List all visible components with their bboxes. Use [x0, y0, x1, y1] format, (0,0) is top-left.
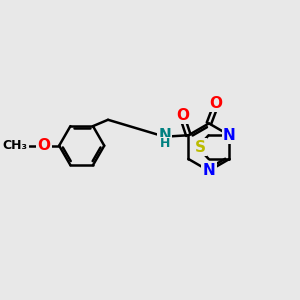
Text: N: N: [202, 163, 215, 178]
Text: N: N: [223, 128, 236, 143]
Text: H: H: [160, 137, 171, 150]
Text: O: O: [176, 107, 189, 122]
Text: O: O: [38, 138, 51, 153]
Text: O: O: [209, 96, 222, 111]
Text: S: S: [195, 140, 206, 154]
Text: CH₃: CH₃: [3, 139, 28, 152]
Text: N: N: [158, 128, 171, 143]
